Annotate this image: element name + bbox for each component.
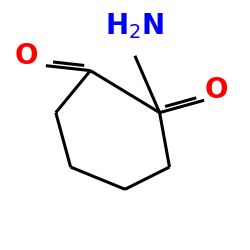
Text: O: O	[14, 42, 38, 70]
Text: O: O	[205, 76, 228, 104]
Text: H$_2$N: H$_2$N	[105, 11, 164, 41]
